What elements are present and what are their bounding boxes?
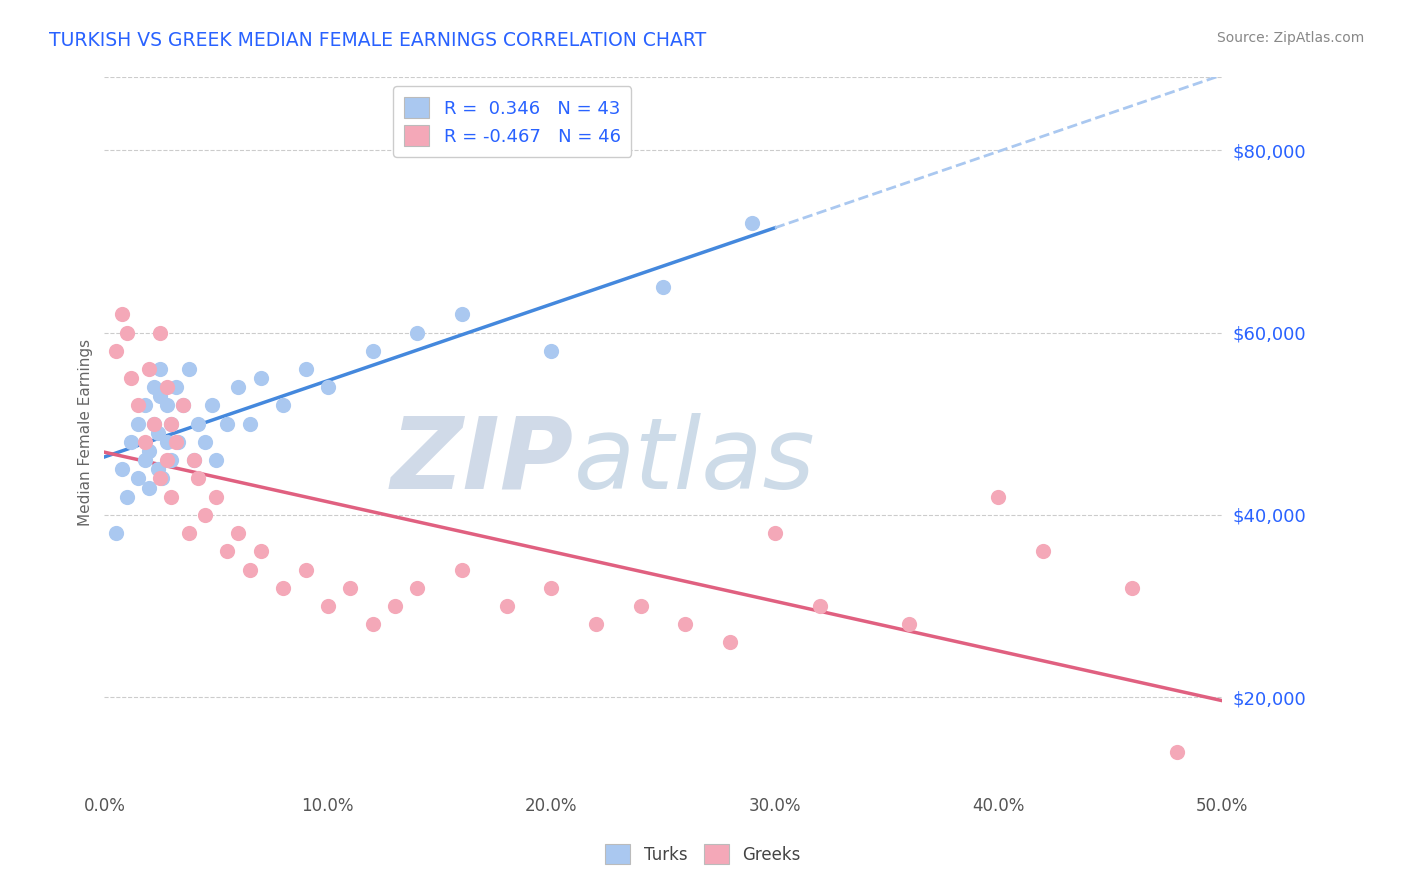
Point	[675, 617, 697, 632]
Point	[138, 362, 160, 376]
Point	[165, 434, 187, 449]
Point	[134, 453, 156, 467]
Point	[1032, 544, 1054, 558]
Point	[250, 544, 273, 558]
Point	[763, 526, 786, 541]
Point	[149, 326, 172, 340]
Point	[294, 362, 316, 376]
Point	[138, 481, 160, 495]
Point	[160, 417, 183, 431]
Point	[540, 343, 562, 358]
Point	[146, 462, 169, 476]
Point	[1121, 581, 1143, 595]
Point	[111, 307, 134, 321]
Point	[585, 617, 607, 632]
Point	[115, 490, 138, 504]
Point	[167, 434, 190, 449]
Point	[205, 490, 228, 504]
Point	[160, 453, 183, 467]
Point	[179, 362, 201, 376]
Point	[172, 399, 194, 413]
Point	[179, 526, 201, 541]
Point	[149, 389, 172, 403]
Point	[451, 562, 474, 576]
Point	[115, 326, 138, 340]
Point	[142, 380, 165, 394]
Point	[406, 581, 429, 595]
Point	[239, 417, 262, 431]
Point	[495, 599, 517, 613]
Point	[250, 371, 273, 385]
Point	[142, 417, 165, 431]
Point	[217, 417, 239, 431]
Legend: R =  0.346   N = 43, R = -0.467   N = 46: R = 0.346 N = 43, R = -0.467 N = 46	[394, 87, 631, 157]
Point	[127, 471, 149, 485]
Point	[194, 508, 217, 522]
Point	[187, 471, 209, 485]
Point	[451, 307, 474, 321]
Point	[1166, 745, 1188, 759]
Point	[127, 399, 149, 413]
Text: ZIP: ZIP	[391, 413, 574, 509]
Point	[987, 490, 1010, 504]
Point	[149, 471, 172, 485]
Point	[271, 399, 294, 413]
Point	[134, 434, 156, 449]
Point	[187, 417, 209, 431]
Point	[652, 280, 675, 294]
Point	[127, 417, 149, 431]
Point	[172, 399, 194, 413]
Point	[120, 434, 142, 449]
Point	[205, 453, 228, 467]
Point	[183, 453, 205, 467]
Text: Source: ZipAtlas.com: Source: ZipAtlas.com	[1216, 31, 1364, 45]
Point	[149, 362, 172, 376]
Point	[271, 581, 294, 595]
Point	[339, 581, 361, 595]
Point	[104, 343, 127, 358]
Point	[897, 617, 920, 632]
Point	[146, 425, 169, 440]
Legend: Turks, Greeks: Turks, Greeks	[599, 838, 807, 871]
Point	[384, 599, 406, 613]
Point	[316, 599, 339, 613]
Point	[741, 216, 763, 230]
Text: atlas: atlas	[574, 413, 815, 509]
Point	[183, 453, 205, 467]
Point	[361, 617, 384, 632]
Point	[156, 399, 179, 413]
Point	[718, 635, 741, 649]
Point	[138, 444, 160, 458]
Point	[228, 526, 250, 541]
Point	[194, 434, 217, 449]
Point	[239, 562, 262, 576]
Point	[142, 417, 165, 431]
Point	[156, 380, 179, 394]
Point	[808, 599, 831, 613]
Point	[111, 462, 134, 476]
Y-axis label: Median Female Earnings: Median Female Earnings	[79, 339, 93, 526]
Point	[406, 326, 429, 340]
Point	[104, 526, 127, 541]
Point	[134, 399, 156, 413]
Point	[361, 343, 384, 358]
Point	[160, 417, 183, 431]
Point	[201, 399, 224, 413]
Point	[156, 453, 179, 467]
Point	[540, 581, 562, 595]
Point	[316, 380, 339, 394]
Point	[156, 434, 179, 449]
Point	[160, 490, 183, 504]
Point	[165, 380, 187, 394]
Point	[152, 471, 174, 485]
Point	[217, 544, 239, 558]
Point	[120, 371, 142, 385]
Point	[294, 562, 316, 576]
Point	[630, 599, 652, 613]
Text: TURKISH VS GREEK MEDIAN FEMALE EARNINGS CORRELATION CHART: TURKISH VS GREEK MEDIAN FEMALE EARNINGS …	[49, 31, 706, 50]
Point	[228, 380, 250, 394]
